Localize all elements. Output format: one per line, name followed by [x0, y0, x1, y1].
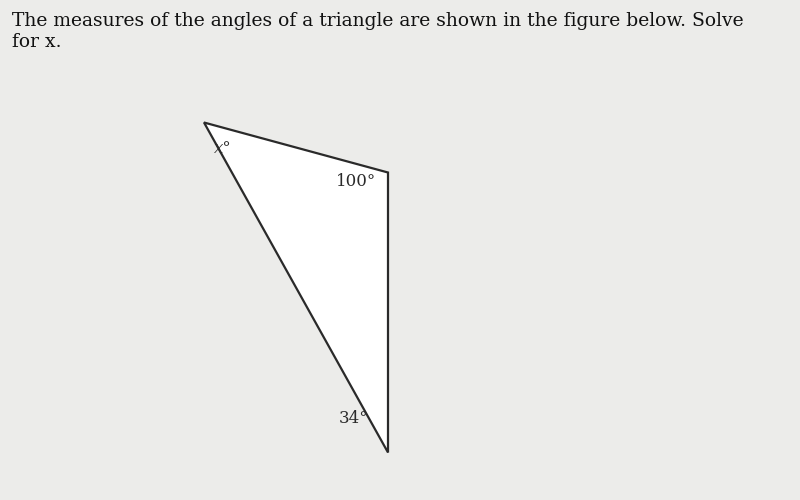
Polygon shape [204, 122, 388, 452]
Text: 34°: 34° [338, 410, 368, 427]
Text: x°: x° [214, 140, 232, 157]
Text: The measures of the angles of a triangle are shown in the figure below. Solve
fo: The measures of the angles of a triangle… [12, 12, 744, 51]
Text: 100°: 100° [336, 172, 376, 190]
